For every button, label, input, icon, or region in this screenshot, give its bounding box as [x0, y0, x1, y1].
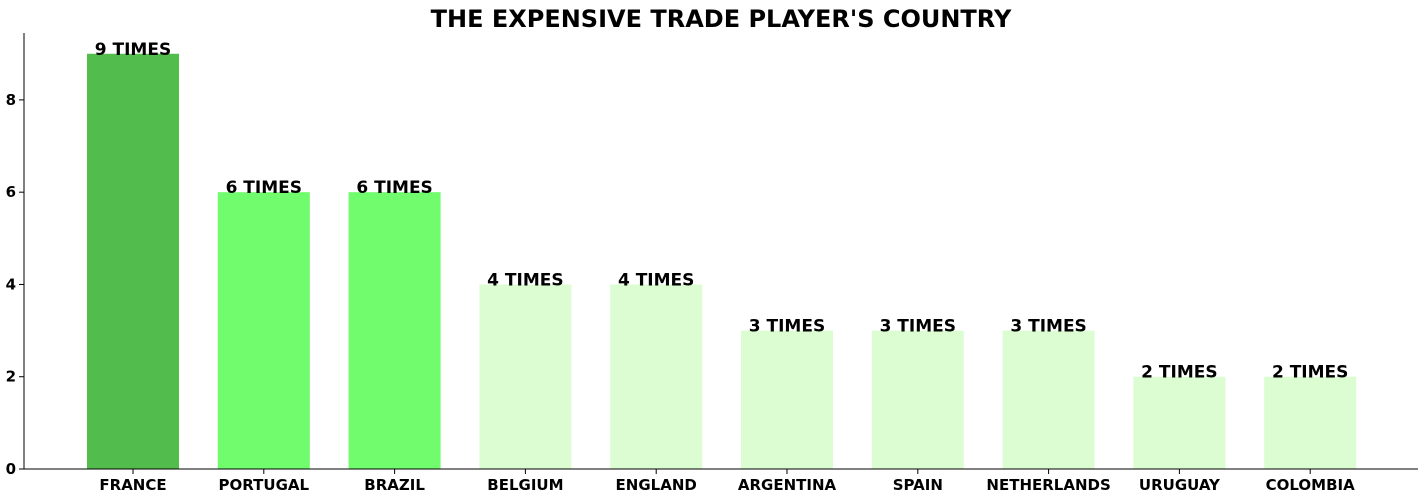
data-label-netherlands: 3 TIMES	[1010, 317, 1086, 337]
x-tick-label-england: ENGLAND	[616, 476, 697, 494]
bar-argentina	[741, 330, 833, 469]
chart-title: THE EXPENSIVE TRADE PLAYER'S COUNTRY	[431, 5, 1012, 33]
x-tick-label-brazil: BRAZIL	[364, 476, 425, 494]
x-tick-label-france: FRANCE	[99, 476, 166, 494]
bar-belgium	[479, 284, 572, 469]
data-label-argentina: 3 TIMES	[749, 317, 825, 337]
data-label-france: 9 TIMES	[95, 40, 171, 60]
bar-uruguay	[1133, 376, 1226, 469]
data-label-uruguay: 2 TIMES	[1141, 363, 1217, 383]
y-tick-label: 6	[6, 183, 16, 201]
x-tick-label-argentina: ARGENTINA	[738, 476, 837, 494]
y-tick-label: 8	[6, 91, 16, 109]
data-label-brazil: 6 TIMES	[356, 178, 432, 198]
bar-spain	[871, 330, 964, 469]
y-axis: 0 2 4 6 8	[6, 33, 25, 478]
data-label-spain: 3 TIMES	[880, 317, 956, 337]
x-tick-label-colombia: COLOMBIA	[1266, 476, 1355, 494]
y-tick-label: 2	[6, 368, 16, 386]
x-tick-label-spain: SPAIN	[893, 476, 943, 494]
x-tick-label-uruguay: URUGUAY	[1139, 476, 1221, 494]
x-tick-label-belgium: BELGIUM	[487, 476, 563, 494]
data-label-belgium: 4 TIMES	[487, 270, 563, 290]
bar-england	[610, 284, 703, 469]
x-axis: FRANCE PORTUGAL BRAZIL BELGIUM ENGLAND ARGENT…	[24, 468, 1418, 494]
bar-brazil	[348, 192, 441, 469]
x-tick-label-portugal: PORTUGAL	[219, 476, 310, 494]
bars-group: 9 TIMES 6 TIMES 6 TIMES 4 TIMES 4 TIMES 3 TIM…	[87, 40, 1357, 470]
y-tick-label: 4	[6, 275, 16, 293]
y-tick-label: 0	[6, 460, 16, 478]
x-tick-label-netherlands: NETHERLANDS	[986, 476, 1110, 494]
data-label-england: 4 TIMES	[618, 270, 694, 290]
data-label-colombia: 2 TIMES	[1272, 363, 1348, 383]
bar-netherlands	[1002, 330, 1095, 469]
data-label-portugal: 6 TIMES	[226, 178, 302, 198]
bar-portugal	[217, 192, 310, 469]
bar-colombia	[1264, 376, 1357, 469]
bar-france	[87, 53, 179, 470]
